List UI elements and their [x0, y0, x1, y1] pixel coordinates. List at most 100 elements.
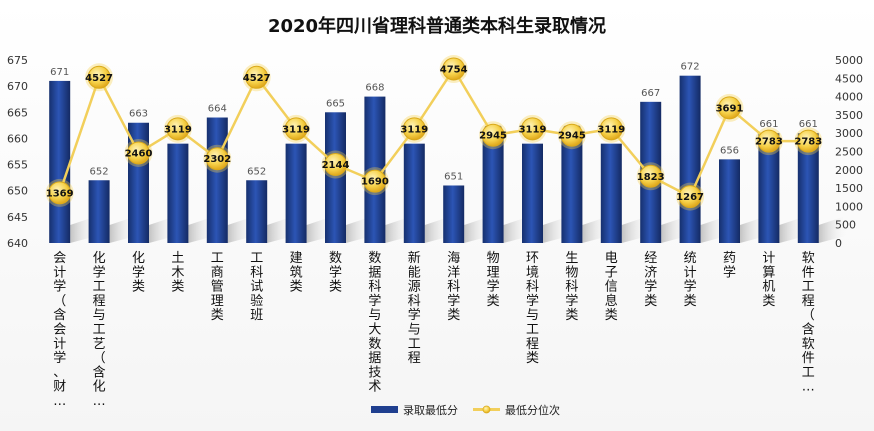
- category-label: 化学类: [132, 251, 145, 295]
- line-value-label: 3119: [597, 124, 625, 135]
- line-marker: [718, 96, 741, 120]
- left-tick-label: 640: [7, 237, 28, 250]
- line-marker: [599, 117, 623, 141]
- line-value-label: 3119: [519, 124, 547, 135]
- category-label: 土木类: [171, 251, 184, 295]
- right-tick-label: 500: [835, 219, 856, 232]
- bar-value-label: 664: [208, 104, 227, 115]
- line-value-label: 2460: [125, 148, 153, 159]
- bar: [285, 143, 307, 243]
- left-tick-label: 655: [7, 159, 28, 172]
- category-label: 软件工程（含软件工…: [802, 251, 815, 395]
- category-label: 新能源科学与工程: [408, 250, 421, 366]
- line-value-label: 3691: [716, 103, 744, 114]
- line-marker: [324, 153, 347, 177]
- bar: [797, 133, 819, 243]
- right-tick-label: 3000: [835, 127, 863, 140]
- right-tick-label: 2500: [835, 146, 863, 159]
- line-marker: [87, 65, 111, 89]
- line-marker: [639, 164, 663, 188]
- line-value-label: 2302: [203, 154, 231, 165]
- right-tick-label: 1500: [835, 182, 863, 195]
- line-marker: [48, 181, 72, 205]
- right-tick-label: 5000: [835, 54, 863, 67]
- right-tick-label: 1000: [835, 200, 863, 213]
- bar: [719, 159, 740, 243]
- bar-value-labels: 6716526636596646526596656686596516606596…: [50, 62, 818, 183]
- line-value-label: 2783: [755, 137, 783, 148]
- legend-bar-swatch: [371, 406, 398, 413]
- line-marker: [166, 117, 190, 141]
- category-label: 工科试验班: [250, 251, 263, 323]
- category-label: 化学工程与工艺（含化…: [93, 251, 106, 409]
- right-tick-label: 0: [835, 237, 842, 250]
- line-marker: [284, 117, 308, 141]
- bar: [88, 180, 110, 243]
- legend-bar-label: 录取最低分: [403, 404, 458, 417]
- line-value-label: 3119: [282, 124, 310, 135]
- category-label: 工商管理类: [211, 251, 224, 323]
- line-value-label: 2783: [794, 137, 822, 148]
- bar: [206, 117, 228, 243]
- line-marker: [560, 123, 584, 147]
- category-label: 生物科学类: [565, 251, 578, 323]
- bar: [758, 133, 780, 243]
- bar: [403, 143, 425, 243]
- bar-value-label: 665: [326, 98, 345, 109]
- line-markers: 1369 4527 2460 3119 2302 4527 3119 2144 1690 3119…: [45, 55, 823, 211]
- line-value-label: 3119: [400, 124, 428, 135]
- line-marker: [205, 147, 229, 171]
- category-label: 计算机类: [762, 251, 775, 309]
- bar-value-label: 651: [444, 171, 463, 182]
- left-tick-label: 650: [7, 185, 28, 198]
- category-label: 药学: [723, 251, 736, 280]
- category-label: 数据科学与大数据技术: [368, 251, 381, 395]
- legend-line-label: 最低分位次: [505, 403, 560, 417]
- left-tick-label: 675: [7, 54, 28, 67]
- bar-value-label: 663: [129, 109, 148, 120]
- bar: [49, 80, 71, 244]
- bar-value-label: 667: [641, 88, 660, 99]
- category-label: 会计学（含会计学、财…: [53, 251, 66, 409]
- line-marker: [245, 65, 269, 89]
- bar-value-label: 668: [365, 83, 384, 94]
- line-marker: [796, 129, 820, 153]
- right-tick-label: 3500: [835, 109, 863, 122]
- category-label: 物理学类: [487, 251, 500, 309]
- line-marker: [481, 123, 505, 147]
- bar: [679, 75, 701, 243]
- line-marker: [127, 141, 150, 165]
- left-tick-label: 660: [7, 132, 28, 145]
- line-value-label: 1823: [637, 172, 665, 183]
- bar-value-label: 671: [50, 67, 69, 78]
- legend-line-marker: [482, 405, 491, 414]
- left-tick-label: 665: [7, 106, 28, 119]
- line-value-label: 2945: [558, 131, 586, 142]
- bar-value-label: 652: [90, 166, 109, 177]
- bar: [600, 143, 622, 243]
- line-marker: [363, 169, 387, 193]
- category-label: 电子信息类: [605, 251, 618, 323]
- right-tick-label: 4000: [835, 91, 863, 104]
- right-y-axis: 0 500 1000 1500 2000 2500 3000 3500 4000 4500 5000: [835, 54, 863, 250]
- line-value-label: 1267: [676, 192, 704, 203]
- line-value-label: 4527: [85, 73, 113, 84]
- line-marker: [678, 185, 702, 209]
- line-value-label: 4527: [243, 73, 271, 84]
- category-label: 经济学类: [644, 251, 657, 309]
- line-value-label: 2945: [479, 131, 507, 142]
- line-marker: [757, 129, 781, 153]
- bar: [482, 138, 504, 243]
- bar-shadow: [818, 217, 849, 243]
- bar-value-label: 661: [759, 119, 778, 130]
- line-value-label: 1690: [361, 177, 389, 188]
- category-label: 环境科学与工程类: [526, 251, 539, 366]
- left-tick-label: 645: [7, 211, 28, 224]
- right-tick-label: 2000: [835, 164, 863, 177]
- line-marker: [442, 57, 466, 81]
- line-value-label: 1369: [46, 188, 74, 199]
- category-label: 统计学类: [684, 251, 697, 309]
- bar-value-label: 652: [247, 166, 266, 177]
- left-y-axis: 640 645 650 655 660 665 670 675: [7, 54, 28, 250]
